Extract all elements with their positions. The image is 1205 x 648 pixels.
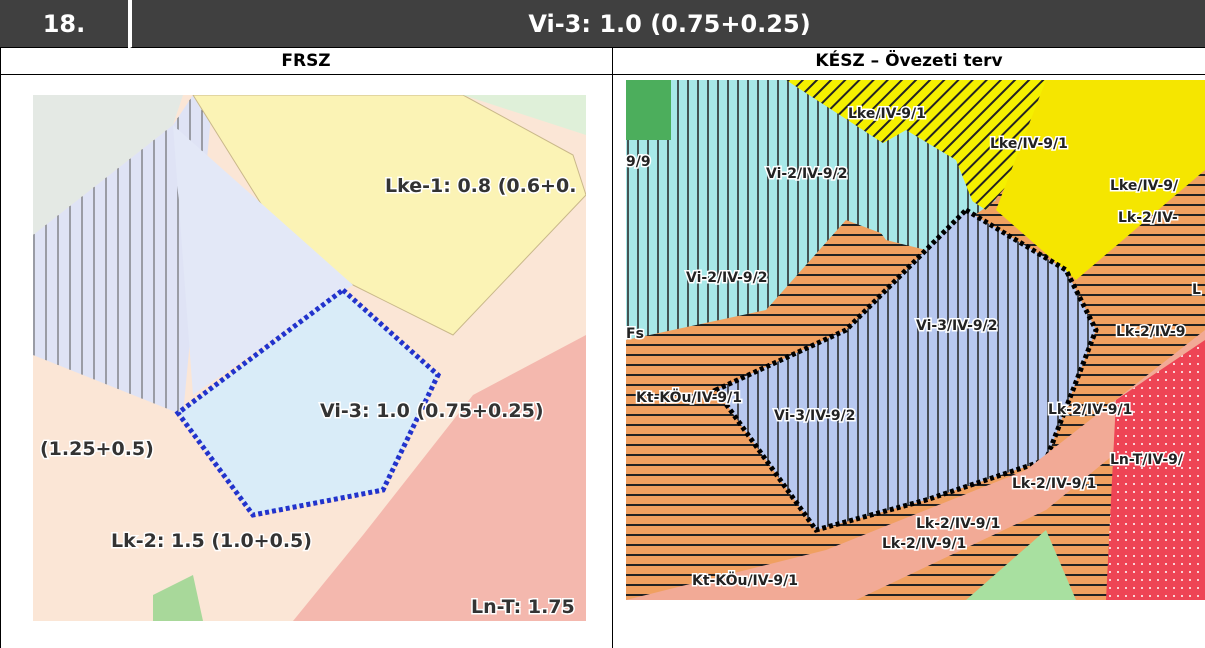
zone-label: Lke-1: 0.8 (0.6+0. [385, 175, 576, 197]
zone-label: Vi-3: 1.0 (0.75+0.25) [320, 400, 544, 422]
zone-label: Kt-KÖu/IV-9/1 [692, 571, 798, 589]
zone-label: Kt-KÖu/IV-9/1 [636, 388, 742, 406]
frsz-map: Lke-1: 0.8 (0.6+0. Vi-3: 1.0 (0.75+0.25) (… [33, 95, 586, 621]
column-header: KÉSZ – Övezeti terv [613, 48, 1205, 75]
border [0, 48, 1, 648]
row-number: 18. [0, 0, 128, 48]
zone-label: Ln-T: 1.75 [471, 596, 575, 618]
zone-label: Lk-2/IV-9/1 [1012, 476, 1096, 492]
zone-label: Lke/IV-9/ [1110, 178, 1179, 194]
zone-label: Lk-2: 1.5 (1.0+0.5) [111, 530, 312, 552]
zone-label: Lk-2/IV-9/1 [916, 516, 1000, 532]
zone-label: (1.25+0.5) [40, 438, 154, 460]
zone-label: Lk-2/IV-9/1 [882, 536, 966, 552]
zone-label: Vi-2/IV-9/2 [686, 270, 767, 286]
row-title: Vi-3: 1.0 (0.75+0.25) [130, 0, 1205, 48]
zone-label: Lk-2/IV-9/1 [1048, 402, 1132, 418]
page: 18. Vi-3: 1.0 (0.75+0.25) FRSZ KÉSZ – Öv… [0, 0, 1205, 648]
zone-label: Ln-T/IV-9/ [1110, 452, 1184, 468]
zone-label: Vi-3/IV-9/2 [916, 318, 997, 334]
zone-label: L [1192, 282, 1201, 298]
zone-label: Lk-2/IV- [1118, 210, 1178, 226]
zone-label: Fs [626, 326, 644, 342]
column-header: FRSZ [0, 48, 612, 75]
kesz-map: Lke/IV-9/1 Lke/IV-9/1 Lke/IV-9/Lk-2/IV- 9/9… [626, 80, 1205, 600]
zone-label: Lke/IV-9/1 [990, 136, 1068, 152]
divider [612, 48, 613, 648]
zone-label: Lk-2/IV-9 [1116, 324, 1185, 340]
zone-label: 9/9 [626, 154, 651, 170]
zone-label: Lke/IV-9/1 [848, 106, 926, 122]
zone-label: Vi-2/IV-9/2 [766, 166, 847, 182]
zone-label: Vi-3/IV-9/2 [774, 408, 855, 424]
